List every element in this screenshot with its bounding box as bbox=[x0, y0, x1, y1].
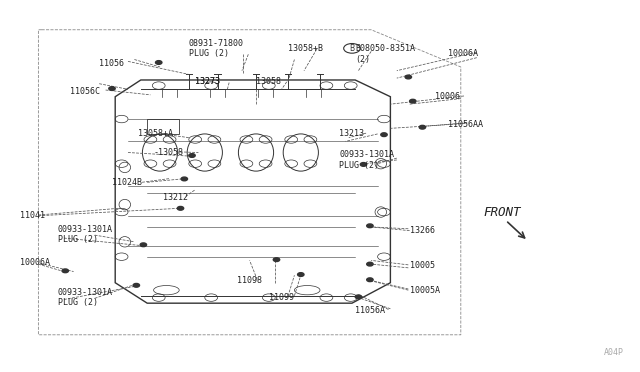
Text: 13266: 13266 bbox=[410, 226, 435, 235]
Circle shape bbox=[360, 163, 367, 166]
Circle shape bbox=[156, 61, 162, 64]
Text: FRONT: FRONT bbox=[483, 206, 521, 218]
Circle shape bbox=[62, 269, 68, 273]
Text: 10005: 10005 bbox=[410, 262, 435, 270]
Text: 13058+A: 13058+A bbox=[138, 129, 173, 138]
Text: 11041: 11041 bbox=[20, 211, 45, 220]
Text: 08931-71800
PLUG (2): 08931-71800 PLUG (2) bbox=[189, 39, 244, 58]
Text: 11099: 11099 bbox=[269, 293, 294, 302]
Circle shape bbox=[367, 278, 373, 282]
Circle shape bbox=[298, 273, 304, 276]
Text: 11056: 11056 bbox=[99, 59, 124, 68]
Text: 10006: 10006 bbox=[435, 92, 460, 101]
Circle shape bbox=[181, 177, 188, 181]
Text: 11056A: 11056A bbox=[355, 306, 385, 315]
Circle shape bbox=[367, 262, 373, 266]
Circle shape bbox=[133, 283, 140, 287]
Circle shape bbox=[177, 206, 184, 210]
Circle shape bbox=[367, 224, 373, 228]
Circle shape bbox=[109, 87, 115, 90]
Text: 11098: 11098 bbox=[237, 276, 262, 285]
Text: 00933-1301A
PLUG (2): 00933-1301A PLUG (2) bbox=[339, 150, 394, 170]
Text: 11056C: 11056C bbox=[70, 87, 100, 96]
Circle shape bbox=[410, 99, 416, 103]
Circle shape bbox=[189, 154, 195, 157]
Text: 13058+B: 13058+B bbox=[288, 44, 323, 53]
Circle shape bbox=[405, 75, 412, 79]
Text: 13273: 13273 bbox=[195, 77, 220, 86]
Text: -13058: -13058 bbox=[154, 148, 184, 157]
Text: A04P: A04P bbox=[604, 348, 624, 357]
Text: 13213: 13213 bbox=[339, 129, 364, 138]
Text: 00933-1301A
PLUG (2): 00933-1301A PLUG (2) bbox=[58, 225, 113, 244]
Circle shape bbox=[419, 125, 426, 129]
Circle shape bbox=[140, 243, 147, 247]
Circle shape bbox=[273, 258, 280, 262]
Text: 11056AA: 11056AA bbox=[448, 120, 483, 129]
Text: 13058: 13058 bbox=[256, 77, 281, 86]
Circle shape bbox=[355, 295, 362, 299]
Text: 10006A: 10006A bbox=[448, 49, 478, 58]
Text: 13212: 13212 bbox=[163, 193, 188, 202]
Text: 13273: 13273 bbox=[195, 77, 220, 86]
Circle shape bbox=[381, 133, 387, 137]
Text: 11024B: 11024B bbox=[112, 178, 142, 187]
Text: B: B bbox=[349, 44, 355, 53]
Text: B08050-8351A
(2): B08050-8351A (2) bbox=[355, 44, 415, 64]
Text: 10006A: 10006A bbox=[20, 258, 51, 267]
Text: 10005A: 10005A bbox=[410, 286, 440, 295]
Text: 00933-1301A
PLUG (2): 00933-1301A PLUG (2) bbox=[58, 288, 113, 307]
